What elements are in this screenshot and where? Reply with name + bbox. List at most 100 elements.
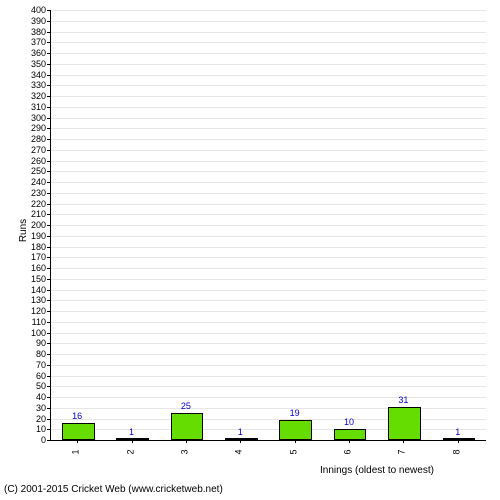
grid-line	[51, 150, 486, 151]
y-tick-label: 100	[31, 328, 46, 338]
y-tick-label: 40	[36, 392, 46, 402]
y-tick-label: 120	[31, 306, 46, 316]
bar	[62, 423, 95, 440]
bar	[225, 438, 258, 440]
x-tick-mark	[186, 440, 187, 443]
y-tick-label: 180	[31, 242, 46, 252]
x-tick-mark	[349, 440, 350, 443]
y-tick-mark	[47, 21, 50, 22]
y-tick-mark	[47, 386, 50, 387]
grid-line	[51, 386, 486, 387]
y-tick-mark	[47, 64, 50, 65]
y-tick-label: 270	[31, 145, 46, 155]
y-tick-label: 70	[36, 360, 46, 370]
y-tick-mark	[47, 214, 50, 215]
y-tick-label: 80	[36, 349, 46, 359]
x-tick-label: 7	[397, 449, 407, 454]
y-tick-mark	[47, 32, 50, 33]
y-tick-label: 300	[31, 113, 46, 123]
y-tick-mark	[47, 279, 50, 280]
grid-line	[51, 161, 486, 162]
bar	[279, 420, 312, 440]
y-tick-label: 360	[31, 48, 46, 58]
x-tick-label: 5	[288, 449, 298, 454]
grid-line	[51, 75, 486, 76]
y-tick-label: 400	[31, 5, 46, 15]
grid-line	[51, 42, 486, 43]
x-tick-mark	[458, 440, 459, 443]
y-tick-label: 290	[31, 123, 46, 133]
bar	[334, 429, 367, 440]
y-tick-mark	[47, 290, 50, 291]
x-tick-mark	[132, 440, 133, 443]
bar-value-label: 10	[344, 417, 354, 427]
y-tick-label: 170	[31, 252, 46, 262]
y-tick-label: 190	[31, 231, 46, 241]
y-tick-label: 0	[41, 435, 46, 445]
grid-line	[51, 279, 486, 280]
y-tick-mark	[47, 268, 50, 269]
x-tick-label: 2	[125, 449, 135, 454]
grid-line	[51, 376, 486, 377]
bar-value-label: 25	[181, 401, 191, 411]
grid-line	[51, 53, 486, 54]
y-tick-mark	[47, 225, 50, 226]
x-tick-label: 3	[179, 449, 189, 454]
grid-line	[51, 171, 486, 172]
grid-line	[51, 408, 486, 409]
y-tick-label: 320	[31, 91, 46, 101]
x-tick-label: 1	[71, 449, 81, 454]
bar	[443, 438, 476, 440]
y-tick-label: 330	[31, 80, 46, 90]
y-tick-mark	[47, 440, 50, 441]
y-tick-mark	[47, 257, 50, 258]
x-tick-mark	[77, 440, 78, 443]
y-tick-label: 10	[36, 424, 46, 434]
plot-area	[50, 10, 486, 441]
y-tick-mark	[47, 150, 50, 151]
y-tick-label: 200	[31, 220, 46, 230]
grid-line	[51, 139, 486, 140]
y-tick-mark	[47, 247, 50, 248]
bar-value-label: 1	[238, 427, 243, 437]
grid-line	[51, 64, 486, 65]
grid-line	[51, 118, 486, 119]
y-tick-mark	[47, 408, 50, 409]
grid-line	[51, 96, 486, 97]
grid-line	[51, 322, 486, 323]
y-tick-mark	[47, 171, 50, 172]
y-tick-mark	[47, 311, 50, 312]
grid-line	[51, 32, 486, 33]
grid-line	[51, 193, 486, 194]
grid-line	[51, 204, 486, 205]
y-tick-mark	[47, 10, 50, 11]
y-tick-mark	[47, 118, 50, 119]
grid-line	[51, 429, 486, 430]
y-tick-mark	[47, 429, 50, 430]
grid-line	[51, 107, 486, 108]
y-axis-title: Runs	[18, 219, 29, 242]
y-tick-label: 50	[36, 381, 46, 391]
x-axis-title: Innings (oldest to newest)	[320, 465, 434, 476]
grid-line	[51, 343, 486, 344]
x-tick-mark	[240, 440, 241, 443]
bar-value-label: 1	[129, 427, 134, 437]
y-tick-mark	[47, 85, 50, 86]
y-tick-mark	[47, 365, 50, 366]
grid-line	[51, 397, 486, 398]
y-tick-mark	[47, 42, 50, 43]
grid-line	[51, 236, 486, 237]
grid-line	[51, 419, 486, 420]
y-tick-label: 30	[36, 403, 46, 413]
bar	[388, 407, 421, 440]
x-tick-label: 6	[343, 449, 353, 454]
y-tick-mark	[47, 128, 50, 129]
y-tick-mark	[47, 107, 50, 108]
y-tick-mark	[47, 300, 50, 301]
y-tick-label: 210	[31, 209, 46, 219]
grid-line	[51, 21, 486, 22]
y-tick-mark	[47, 397, 50, 398]
grid-line	[51, 247, 486, 248]
y-tick-mark	[47, 161, 50, 162]
y-tick-mark	[47, 193, 50, 194]
